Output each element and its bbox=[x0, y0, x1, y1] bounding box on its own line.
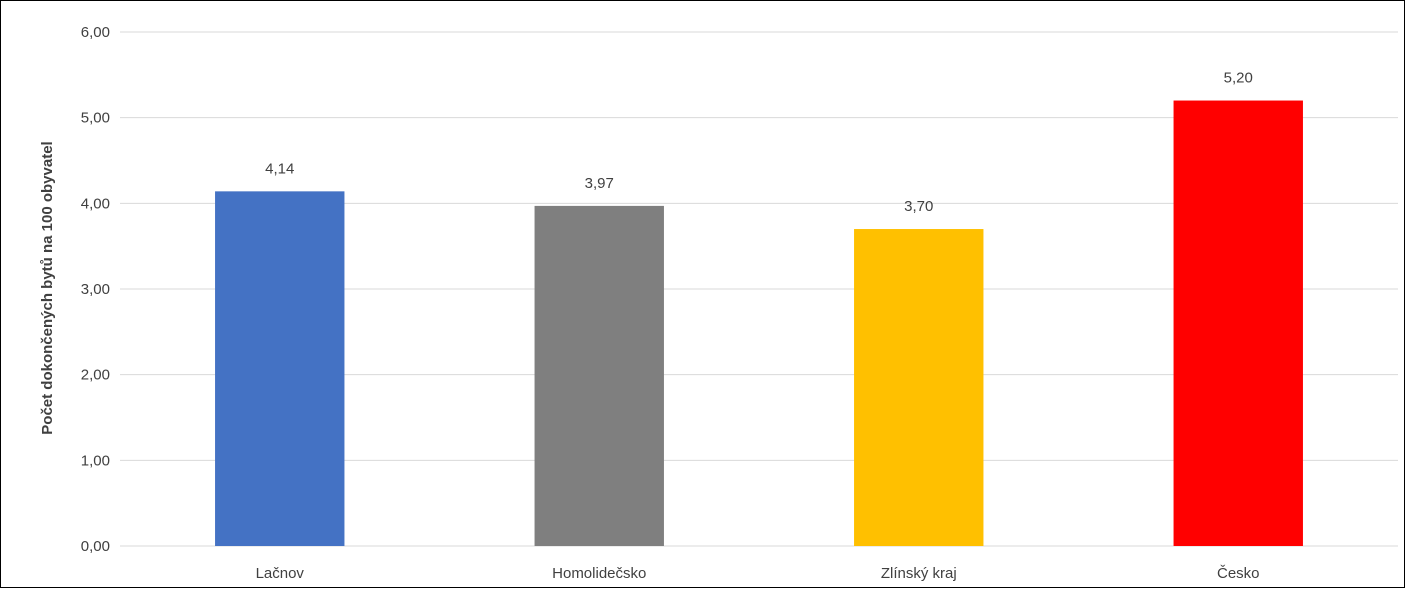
y-tick-label: 1,00 bbox=[81, 452, 110, 469]
data-label: 3,70 bbox=[904, 198, 933, 215]
bars bbox=[215, 100, 1303, 547]
data-label: 5,20 bbox=[1224, 70, 1253, 87]
y-tick-label: 2,00 bbox=[81, 367, 110, 384]
bar bbox=[854, 229, 984, 547]
y-tick-label: 4,00 bbox=[81, 195, 110, 212]
bar bbox=[534, 205, 664, 547]
data-label: 4,14 bbox=[265, 160, 294, 177]
y-tick-label: 6,00 bbox=[81, 24, 110, 41]
y-tick-label: 3,00 bbox=[81, 281, 110, 298]
x-tick-label: Česko bbox=[1217, 565, 1260, 582]
y-axis-ticks: 0,00 1,00 2,00 3,00 4,00 5,00 6,00 bbox=[81, 24, 110, 555]
bar bbox=[215, 191, 345, 546]
bar bbox=[1173, 100, 1303, 547]
y-tick-label: 5,00 bbox=[81, 110, 110, 127]
data-label: 3,97 bbox=[585, 175, 614, 192]
data-labels: 4,14 3,97 3,70 5,20 bbox=[265, 70, 1253, 216]
y-axis-title: Počet dokončených bytů na 100 obyvatel bbox=[39, 141, 56, 434]
x-axis-ticks: Lačnov Homolidečsko Zlínský kraj Česko bbox=[256, 565, 1260, 582]
y-tick-label: 0,00 bbox=[81, 538, 110, 555]
x-tick-label: Homolidečsko bbox=[552, 565, 646, 582]
x-tick-label: Lačnov bbox=[256, 565, 305, 582]
x-tick-label: Zlínský kraj bbox=[881, 565, 957, 582]
